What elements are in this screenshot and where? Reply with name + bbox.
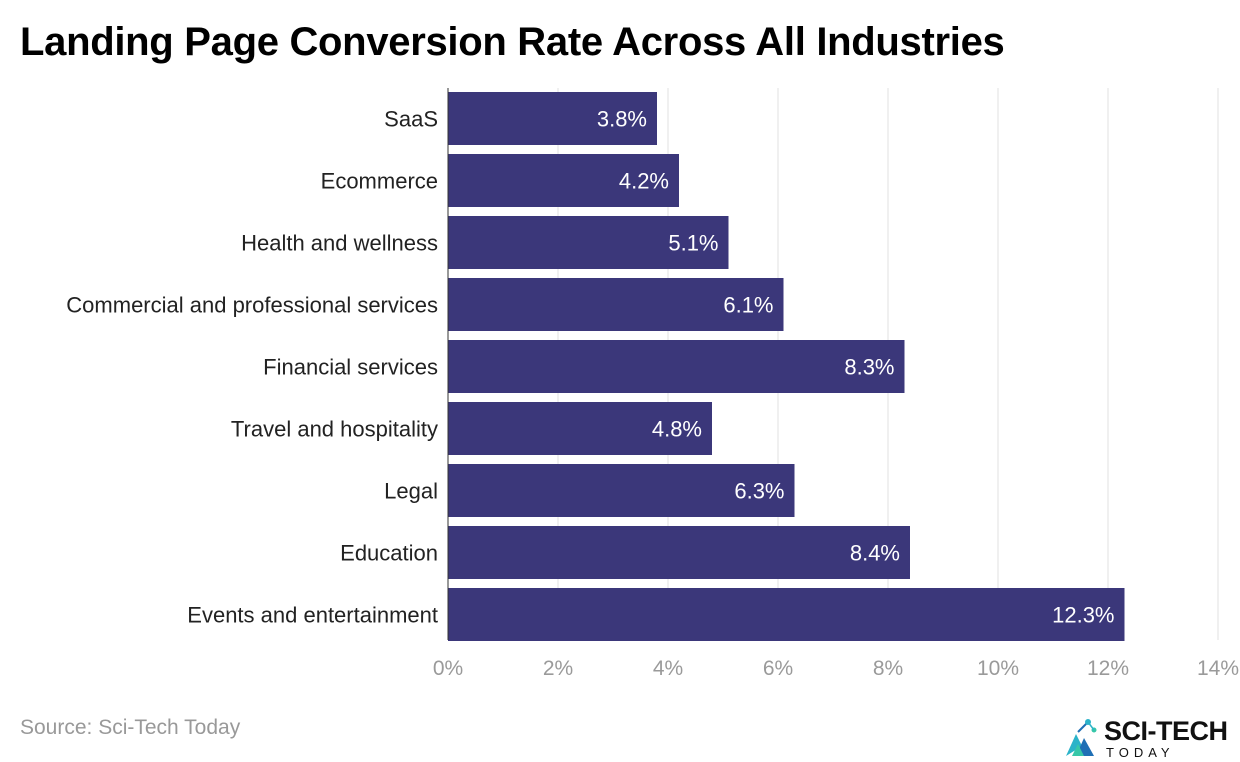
value-label: 6.3% — [734, 479, 784, 504]
bar-chart: SaaS Ecommerce Health and wellness Commerci… — [66, 88, 1239, 680]
category-labels: SaaS Ecommerce Health and wellness Commerci… — [66, 107, 438, 628]
category-label: Travel and hospitality — [231, 417, 438, 442]
bars — [448, 92, 1125, 641]
category-label: Commercial and professional services — [66, 293, 438, 318]
category-label: Events and entertainment — [187, 603, 438, 628]
value-labels: 3.8% 4.2% 5.1% 6.1% 8.3% 4.8% 6.3% 8.4% 12.3% — [597, 107, 1115, 628]
brand-name: SCI-TECH — [1104, 716, 1228, 746]
x-tick-label: 6% — [763, 657, 793, 680]
bar — [448, 588, 1125, 641]
value-label: 3.8% — [597, 107, 647, 132]
category-label: Education — [340, 541, 438, 566]
category-label: Ecommerce — [321, 169, 438, 194]
bar — [448, 278, 784, 331]
bar — [448, 464, 795, 517]
bar — [448, 526, 910, 579]
category-label: Legal — [384, 479, 438, 504]
source-note: Source: Sci-Tech Today — [20, 716, 241, 739]
value-label: 4.2% — [619, 169, 669, 194]
category-label: SaaS — [384, 107, 438, 132]
category-label: Health and wellness — [241, 231, 438, 256]
x-tick-label: 14% — [1197, 657, 1239, 680]
bar — [448, 92, 657, 145]
bar — [448, 154, 679, 207]
brand-logo: SCI-TECH TODAY — [1064, 714, 1236, 760]
x-tick-label: 4% — [653, 657, 683, 680]
brand-subtitle: TODAY — [1106, 745, 1175, 760]
bar — [448, 216, 729, 269]
x-tick-label: 2% — [543, 657, 573, 680]
bar — [448, 340, 905, 393]
category-label: Financial services — [263, 355, 438, 380]
x-axis-ticks: 0% 2% 4% 6% 8% 10% 12% 14% — [433, 657, 1239, 680]
sci-tech-logo-icon — [1066, 719, 1097, 756]
value-label: 12.3% — [1052, 603, 1114, 628]
x-tick-label: 0% — [433, 657, 463, 680]
value-label: 4.8% — [652, 417, 702, 442]
value-label: 8.4% — [850, 541, 900, 566]
chart-title: Landing Page Conversion Rate Across All … — [20, 20, 1005, 64]
bar — [448, 402, 712, 455]
x-tick-label: 12% — [1087, 657, 1129, 680]
value-label: 8.3% — [844, 355, 894, 380]
x-tick-label: 10% — [977, 657, 1019, 680]
value-label: 5.1% — [668, 231, 718, 256]
x-tick-label: 8% — [873, 657, 903, 680]
value-label: 6.1% — [723, 293, 773, 318]
